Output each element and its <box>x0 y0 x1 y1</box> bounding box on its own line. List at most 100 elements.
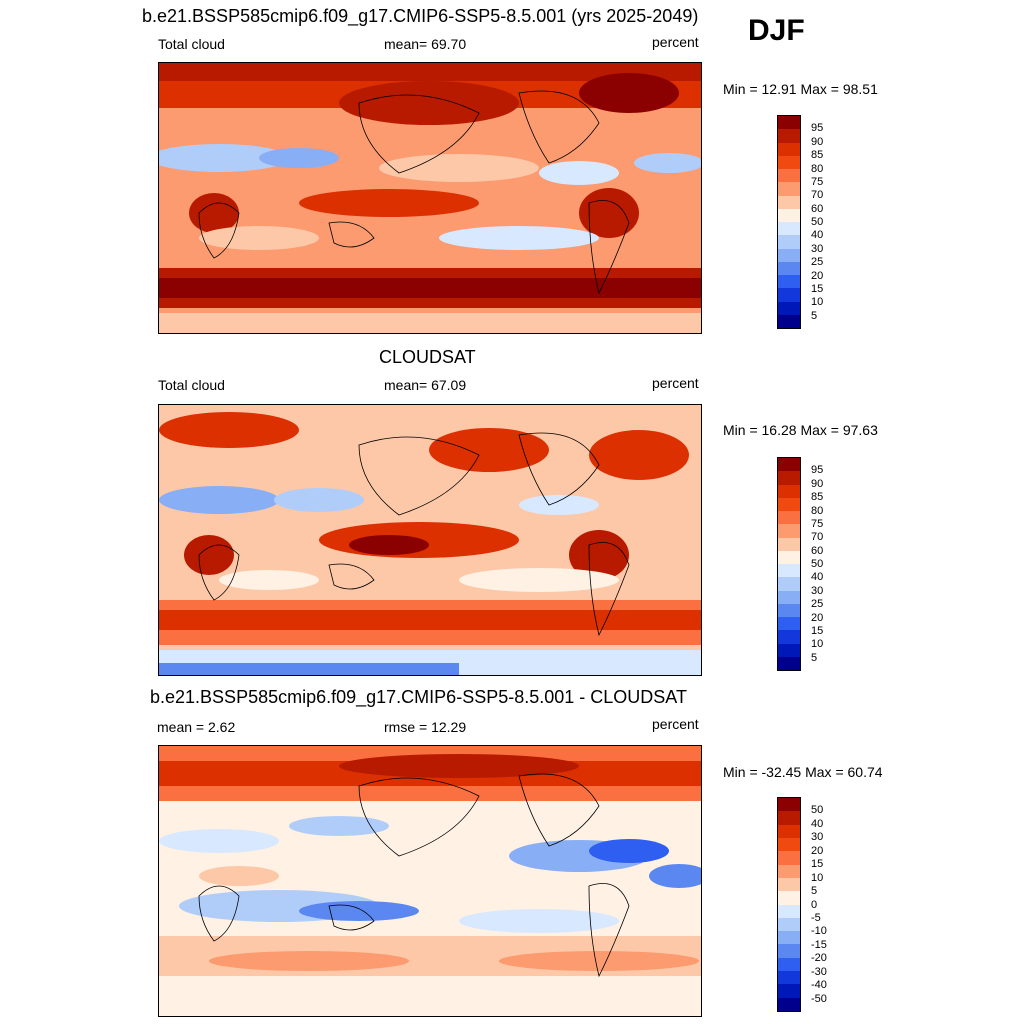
colorbar-level-label: 40 <box>811 229 824 242</box>
colorbar-swatch <box>778 537 800 551</box>
colorbar-swatch <box>778 971 800 985</box>
colorbar-swatch <box>778 314 800 328</box>
colorbar-swatch <box>778 182 800 196</box>
colorbar-level-label: 90 <box>811 135 824 148</box>
colorbar-level-label: -10 <box>811 925 827 938</box>
panel-2-center-label: mean= 67.09 <box>384 377 467 393</box>
panel-3-left-label: mean = 2.62 <box>157 719 236 735</box>
colorbar-swatch <box>778 524 800 538</box>
season-label: DJF <box>748 14 805 47</box>
colorbar-swatch <box>778 944 800 958</box>
colorbar-swatch <box>778 288 800 302</box>
colorbar-swatch <box>778 564 800 578</box>
colorbar-level-label: 0 <box>811 898 818 911</box>
colorbar-level-label: 15 <box>811 858 824 871</box>
colorbar-swatch <box>778 917 800 932</box>
colorbar-swatch <box>778 837 800 852</box>
colorbar-level-label: 10 <box>811 638 824 651</box>
colorbar-swatch <box>778 301 800 315</box>
colorbar-level-label: 40 <box>811 817 824 830</box>
panel-1-center-label: mean= 69.70 <box>384 36 467 52</box>
colorbar-swatch <box>778 169 800 183</box>
panel-3-center-label: rmse = 12.29 <box>384 719 467 735</box>
colorbar-level-label: 40 <box>811 571 824 584</box>
colorbar-level-label: 70 <box>811 189 824 202</box>
panel-1-colorbar <box>777 115 801 329</box>
colorbar-swatch <box>778 851 800 865</box>
panel-1-left-label: Total cloud <box>158 36 225 52</box>
panel-1-map <box>158 62 702 334</box>
colorbar-swatch <box>778 195 800 209</box>
colorbar-swatch <box>778 208 800 222</box>
colorbar-swatch <box>778 484 800 498</box>
colorbar-swatch <box>778 235 800 249</box>
colorbar-swatch <box>778 261 800 275</box>
colorbar-swatch <box>778 603 800 617</box>
colorbar-level-label: 20 <box>811 611 824 624</box>
colorbar-level-label: 25 <box>811 256 824 269</box>
colorbar-level-label: -30 <box>811 965 827 978</box>
colorbar-level-label: 5 <box>811 651 818 664</box>
colorbar-level-label: 50 <box>811 216 824 228</box>
colorbar-swatch <box>778 643 800 657</box>
colorbar-level-label: 75 <box>811 175 824 188</box>
colorbar-level-label: -5 <box>811 911 821 924</box>
colorbar-swatch <box>778 129 800 143</box>
colorbar-swatch <box>778 511 800 525</box>
colorbar-level-label: 80 <box>811 162 824 175</box>
panel-2-colorbar <box>777 457 801 671</box>
panel-2-title: CLOUDSAT <box>379 347 476 367</box>
colorbar-swatch <box>778 275 800 289</box>
colorbar-level-label: 5 <box>811 309 818 322</box>
colorbar-swatch <box>778 864 800 878</box>
panel-1-minmax: Min = 12.91 Max = 98.51 <box>723 81 878 97</box>
colorbar-level-label: 50 <box>811 804 824 817</box>
colorbar-level-label: 20 <box>811 844 824 857</box>
colorbar-swatch <box>778 997 800 1011</box>
colorbar-level-label: 50 <box>811 558 824 570</box>
colorbar-swatch <box>778 984 800 998</box>
panel-1-title: b.e21.BSSP585cmip6.f09_g17.CMIP6-SSP5-8.… <box>142 6 699 26</box>
panel-3-colorbar <box>777 797 801 1012</box>
colorbar-swatch <box>778 155 800 169</box>
colorbar-swatch <box>778 222 800 236</box>
colorbar-level-label: 10 <box>811 296 824 309</box>
colorbar-swatch <box>778 824 800 838</box>
colorbar-swatch <box>778 656 800 670</box>
colorbar-swatch <box>778 811 800 825</box>
colorbar-level-label: 85 <box>811 149 824 162</box>
colorbar-level-label: 30 <box>811 242 824 255</box>
panel-1-right-label: percent <box>652 34 699 50</box>
colorbar-level-label: 95 <box>811 122 824 135</box>
panel-2-map <box>158 404 702 676</box>
colorbar-level-label: 60 <box>811 202 824 215</box>
panel-3-right-label: percent <box>652 716 699 732</box>
colorbar-swatch <box>778 116 800 130</box>
colorbar-swatch <box>778 471 800 485</box>
colorbar-level-label: -20 <box>811 952 827 965</box>
colorbar-level-label: 90 <box>811 477 824 490</box>
colorbar-swatch <box>778 931 800 945</box>
colorbar-level-label: 95 <box>811 464 824 477</box>
colorbar-level-label: 30 <box>811 584 824 597</box>
colorbar-level-label: 30 <box>811 831 824 844</box>
colorbar-level-label: 85 <box>811 491 824 504</box>
colorbar-swatch <box>778 798 800 812</box>
colorbar-swatch <box>778 590 800 604</box>
panel-2-minmax: Min = 16.28 Max = 97.63 <box>723 422 878 438</box>
panel-3-title: b.e21.BSSP585cmip6.f09_g17.CMIP6-SSP5-8.… <box>150 687 687 707</box>
colorbar-level-label: 80 <box>811 504 824 517</box>
colorbar-swatch <box>778 617 800 631</box>
colorbar-swatch <box>778 550 800 564</box>
panel-3-map <box>158 745 702 1017</box>
panel-3-minmax: Min = -32.45 Max = 60.74 <box>723 764 883 780</box>
colorbar-level-label: -50 <box>811 992 827 1005</box>
colorbar-swatch <box>778 877 800 892</box>
colorbar-level-label: 60 <box>811 544 824 557</box>
colorbar-level-label: 25 <box>811 598 824 611</box>
colorbar-level-label: 75 <box>811 517 824 530</box>
colorbar-level-label: 10 <box>811 871 824 884</box>
colorbar-level-label: 20 <box>811 269 824 282</box>
colorbar-swatch <box>778 497 800 511</box>
colorbar-level-label: -40 <box>811 979 827 992</box>
